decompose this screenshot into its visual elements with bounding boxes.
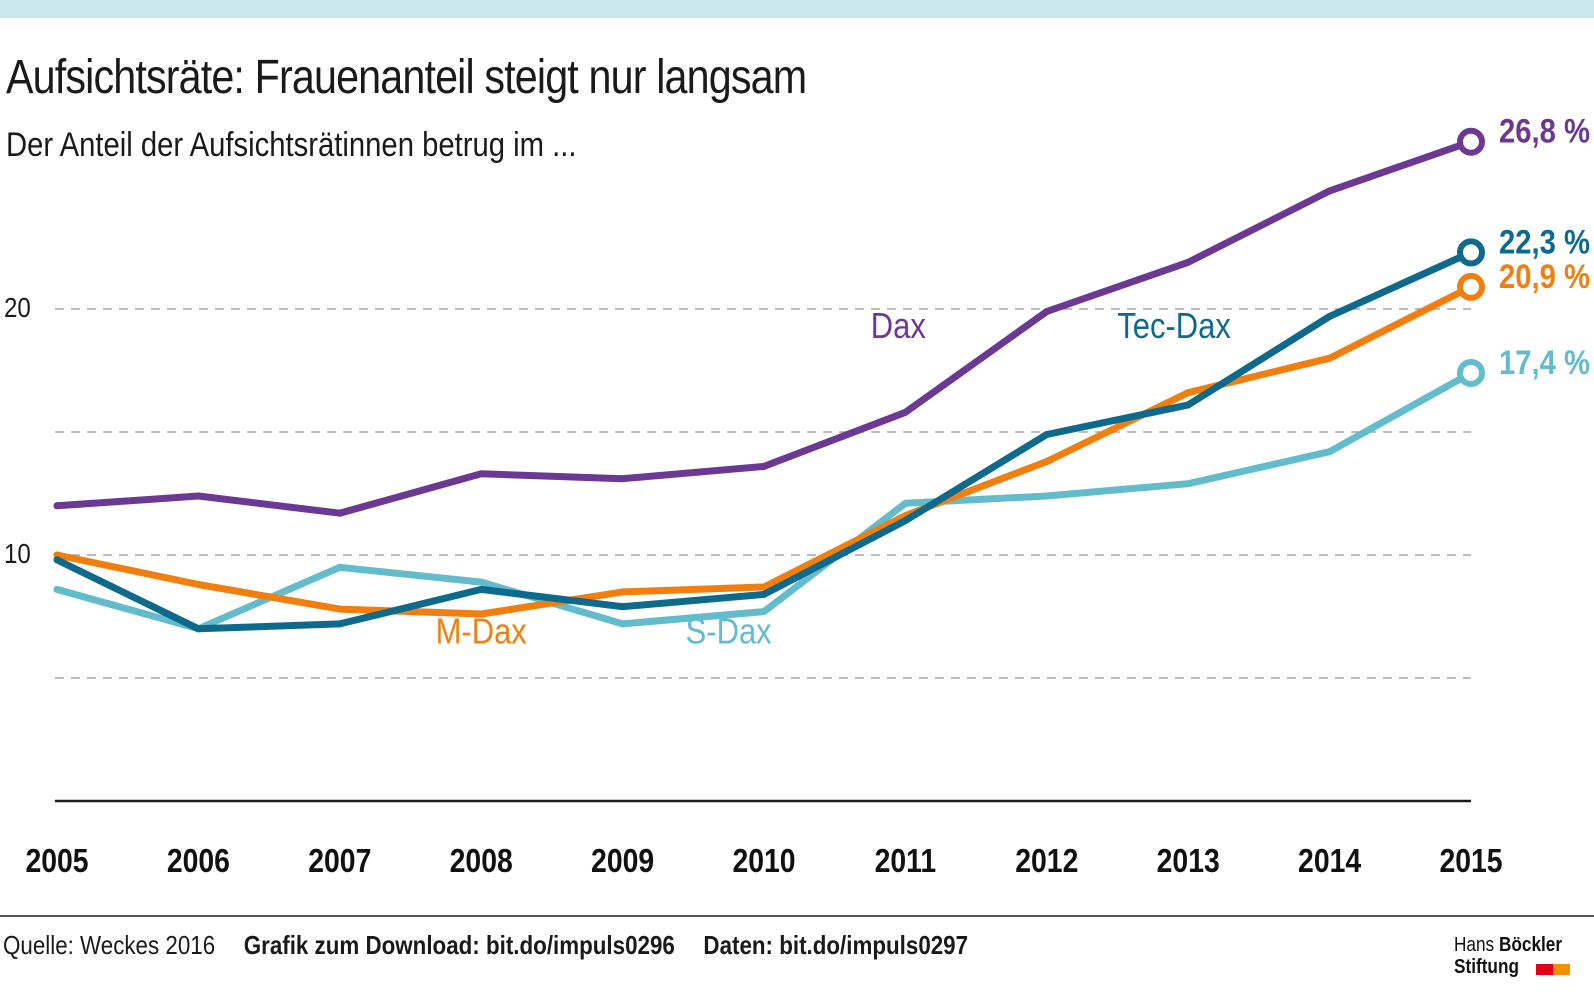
end-marker-s-dax bbox=[1457, 358, 1485, 387]
data-point-s-dax bbox=[619, 620, 627, 628]
x-tick-label: 2011 bbox=[875, 842, 937, 880]
x-tick-label: 2015 bbox=[1439, 842, 1502, 880]
data-point-s-dax bbox=[1326, 448, 1334, 456]
y-tick-label: 20 bbox=[4, 291, 31, 323]
data-point-m-dax bbox=[1043, 458, 1051, 466]
data-link[interactable]: Daten: bit.do/impuls0297 bbox=[703, 930, 969, 960]
x-axis-ticks: 2005 2006 2007 2008 2009 2010 2011 2012 2013 2014… bbox=[25, 842, 1502, 880]
data-point-s-dax bbox=[760, 608, 768, 616]
data-point-s-dax bbox=[477, 578, 485, 586]
data-point-tec-dax bbox=[619, 603, 627, 611]
logo-word-boeckler: Böckler bbox=[1498, 934, 1563, 956]
x-tick-label: 2013 bbox=[1157, 842, 1220, 880]
data-point-tec-dax bbox=[1326, 312, 1334, 320]
data-point-dax bbox=[477, 470, 485, 478]
data-point-tec-dax bbox=[1043, 430, 1051, 438]
x-tick-label: 2014 bbox=[1298, 842, 1361, 880]
data-point-s-dax bbox=[53, 585, 61, 593]
chart-subtitle: Der Anteil der Aufsichtsrätinnen betrug … bbox=[6, 126, 577, 164]
data-point-dax bbox=[1184, 258, 1192, 266]
hans-boeckler-stiftung-logo: Hans Böckler Stiftung bbox=[1454, 934, 1589, 984]
end-value-label-m-dax: 20,9 % bbox=[1499, 257, 1590, 296]
data-point-tec-dax bbox=[477, 585, 485, 593]
data-point-dax bbox=[53, 502, 61, 510]
logo-word-stiftung: Stiftung bbox=[1454, 956, 1519, 978]
data-point-dax bbox=[1326, 187, 1334, 195]
end-marker-tec-dax bbox=[1457, 238, 1485, 267]
series-label-dax: Dax bbox=[871, 307, 926, 347]
data-point-m-dax bbox=[619, 588, 627, 596]
series-label-tec-dax: Tec-Dax bbox=[1117, 307, 1231, 347]
data-point-tec-dax bbox=[336, 620, 344, 628]
source-note: Quelle: Weckes 2016 bbox=[3, 930, 216, 960]
data-point-tec-dax bbox=[1184, 401, 1192, 409]
logo-color-mark bbox=[1536, 964, 1570, 975]
end-marker-dax bbox=[1457, 127, 1485, 156]
data-point-m-dax bbox=[760, 583, 768, 591]
data-point-tec-dax bbox=[53, 556, 61, 564]
series-label-s-dax: S-Dax bbox=[686, 612, 772, 652]
data-point-s-dax bbox=[1184, 480, 1192, 488]
data-point-dax bbox=[1043, 307, 1051, 315]
x-tick-label: 2010 bbox=[732, 842, 795, 880]
end-value-label-tec-dax: 22,3 % bbox=[1499, 222, 1590, 261]
footer-divider bbox=[0, 915, 1594, 917]
data-point-tec-dax bbox=[901, 517, 909, 525]
data-point-s-dax bbox=[336, 563, 344, 571]
data-point-dax bbox=[619, 475, 627, 483]
x-tick-label: 2008 bbox=[450, 842, 513, 880]
x-tick-label: 2009 bbox=[591, 842, 654, 880]
footer: Quelle: Weckes 2016 Grafik zum Download:… bbox=[3, 930, 990, 961]
y-axis-ticks: 10 20 bbox=[4, 291, 31, 569]
chart-title: Aufsichtsräte: Frauenanteil steigt nur l… bbox=[6, 51, 807, 104]
data-point-m-dax bbox=[194, 581, 202, 589]
data-point-s-dax bbox=[1043, 492, 1051, 500]
x-tick-label: 2006 bbox=[167, 842, 230, 880]
data-point-s-dax bbox=[901, 499, 909, 507]
logo-word-hans: Hans bbox=[1454, 934, 1495, 956]
download-link[interactable]: Grafik zum Download: bit.do/impuls0296 bbox=[243, 930, 675, 960]
data-point-dax bbox=[336, 509, 344, 517]
end-marker-m-dax bbox=[1457, 272, 1485, 301]
data-point-dax bbox=[901, 408, 909, 416]
data-point-m-dax bbox=[1184, 389, 1192, 397]
series-lines bbox=[53, 127, 1485, 633]
data-point-m-dax bbox=[1326, 354, 1334, 362]
data-point-m-dax bbox=[336, 605, 344, 613]
data-point-tec-dax bbox=[760, 590, 768, 598]
grid-lines bbox=[55, 308, 1471, 679]
series-line-dax bbox=[53, 138, 1475, 517]
end-value-label-dax: 26,8 % bbox=[1499, 112, 1590, 151]
data-point-dax bbox=[760, 462, 768, 470]
data-point-m-dax bbox=[53, 551, 61, 559]
data-point-m-dax bbox=[477, 610, 485, 618]
series-label-m-dax: M-Dax bbox=[436, 612, 527, 652]
x-tick-label: 2012 bbox=[1015, 842, 1078, 880]
data-point-dax bbox=[194, 492, 202, 500]
x-tick-label: 2007 bbox=[308, 842, 371, 880]
end-value-label-s-dax: 17,4 % bbox=[1499, 343, 1590, 382]
y-tick-label: 10 bbox=[4, 537, 31, 569]
data-point-tec-dax bbox=[194, 625, 202, 633]
x-tick-label: 2005 bbox=[25, 842, 88, 880]
series-labels: 17,4 % S-Dax 20,9 % M-Dax 22,3 % Tec-Dax 26,8 … bbox=[436, 112, 1590, 652]
series-line-m-dax bbox=[53, 283, 1475, 618]
top-accent-bar bbox=[0, 0, 1594, 18]
